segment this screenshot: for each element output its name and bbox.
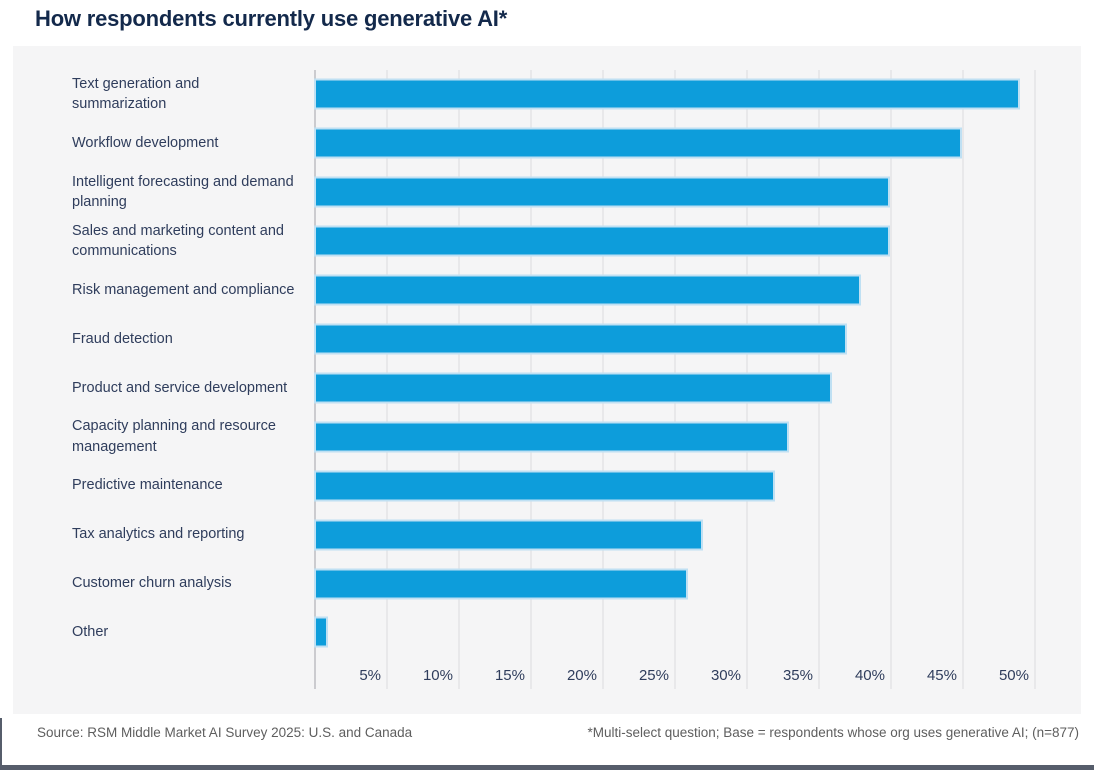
category-label: Customer churn analysis: [72, 575, 232, 592]
category-label: Intelligent forecasting and demand plann…: [72, 173, 294, 211]
category-label: Text generation and summarization: [72, 75, 200, 113]
bar-26pct: [314, 568, 689, 600]
x-tick-label: 25%: [638, 667, 669, 684]
bar-track: [314, 608, 1081, 657]
bar-row: Tax analytics and reporting: [72, 510, 1081, 559]
bar-row: Risk management and compliance: [72, 266, 1081, 315]
page-edge-line: [0, 718, 2, 766]
bar-38pct: [314, 274, 862, 306]
bar-track: [314, 70, 1081, 119]
x-tick-label: 20%: [566, 667, 597, 684]
bottom-rule: [0, 765, 1094, 770]
bar-row: Intelligent forecasting and demand plann…: [72, 168, 1081, 217]
bar-track: [314, 315, 1081, 364]
footnote-text: *Multi-select question; Base = responden…: [587, 725, 1079, 740]
bar-45pct: [314, 127, 962, 159]
bar-49pct: [314, 78, 1020, 110]
bar-40pct: [314, 176, 890, 208]
bar-40pct: [314, 225, 890, 257]
x-tick-label: 35%: [782, 667, 813, 684]
gridline-45%: [962, 70, 964, 689]
bar-row: Customer churn analysis: [72, 559, 1081, 608]
bar-36pct: [314, 372, 833, 404]
category-label: Fraud detection: [72, 330, 173, 347]
x-tick-label: 5%: [359, 667, 381, 684]
gridline-40%: [890, 70, 892, 689]
category-label: Other: [72, 624, 109, 641]
bar-row: Predictive maintenance: [72, 461, 1081, 510]
bar-track: [314, 363, 1081, 412]
x-tick-label: 50%: [998, 667, 1029, 684]
gridline-50%: [1034, 70, 1036, 689]
bar-track: [314, 168, 1081, 217]
category-label: Risk management and compliance: [72, 281, 295, 298]
category-label: Capacity planning and resource managemen…: [72, 418, 276, 455]
bar-track: [314, 510, 1081, 559]
bar-track: [314, 266, 1081, 315]
bar-row: Product and service development: [72, 363, 1081, 412]
x-tick-label: 40%: [854, 667, 885, 684]
bar-32pct: [314, 470, 775, 502]
bar-row: Fraud detection: [72, 315, 1081, 364]
bar-track: [314, 461, 1081, 510]
category-label: Sales and marketing content and communic…: [72, 222, 284, 260]
bar-track: [314, 119, 1081, 168]
category-label: Predictive maintenance: [72, 477, 223, 494]
bar-row: Sales and marketing content and communic…: [72, 217, 1081, 266]
bar-1pct: [314, 616, 329, 648]
bar-track: [314, 217, 1081, 266]
chart-panel: 5% 10% 15% 20% 25% 30% 35% 40% 45% 50% Text gener…: [13, 46, 1081, 714]
x-tick-label: 30%: [710, 667, 741, 684]
bar-row: Capacity planning and resource managemen…: [72, 412, 1081, 461]
x-tick-label: 15%: [494, 667, 525, 684]
bar-track: [314, 559, 1081, 608]
category-label: Product and service development: [72, 379, 288, 396]
bar-27pct: [314, 519, 703, 551]
bar-track: [314, 412, 1081, 461]
bar-rows: Text generation and summarization Workflo…: [72, 70, 1081, 657]
source-text: Source: RSM Middle Market AI Survey 2025…: [37, 725, 413, 740]
bar-row: Text generation and summarization: [72, 70, 1081, 119]
category-label: Tax analytics and reporting: [72, 526, 245, 543]
bar-row: Other: [72, 608, 1081, 657]
x-tick-label: 10%: [422, 667, 453, 684]
page-title: How respondents currently use generative…: [35, 6, 508, 31]
bar-row: Workflow development: [72, 119, 1081, 168]
bar-37pct: [314, 323, 847, 355]
bar-33pct: [314, 421, 790, 453]
x-tick-label: 45%: [926, 667, 957, 684]
category-label: Workflow development: [72, 135, 219, 152]
